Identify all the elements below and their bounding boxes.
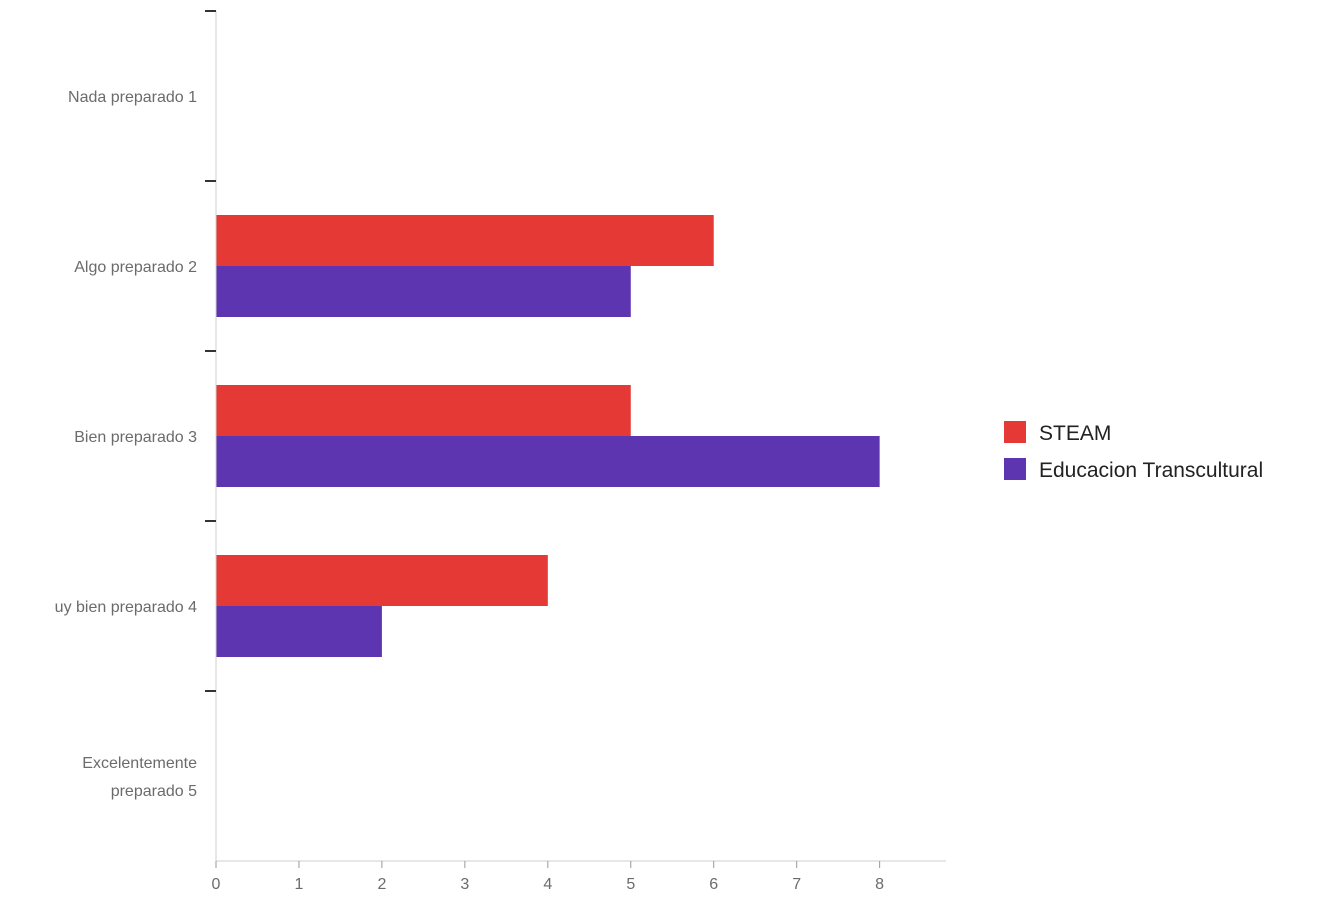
x-tick-label: 5 [626, 876, 635, 893]
x-tick-label: 6 [709, 876, 718, 893]
bars-layer [216, 215, 880, 657]
x-tick-label: 8 [875, 876, 884, 893]
legend-label-educacion-transcultural: Educacion Transcultural [1039, 459, 1263, 482]
x-tick-label: 7 [792, 876, 801, 893]
x-tick-label: 4 [543, 876, 552, 893]
legend-label-steam: STEAM [1039, 422, 1111, 445]
y-tick-label-line: preparado 5 [111, 783, 197, 800]
bar-educacion-transcultural-4 [216, 606, 382, 657]
legend: STEAM Educacion Transcultural [1004, 421, 1263, 482]
y-tick-label-line: Nada preparado 1 [68, 89, 197, 106]
y-tick-label: Excelentemente preparado 5 [82, 755, 197, 800]
axes-layer [205, 10, 946, 868]
x-tick-label: 2 [377, 876, 386, 893]
bar-educacion-transcultural-3 [216, 436, 880, 487]
y-tick-label: uy bien preparado 4 [55, 599, 197, 616]
x-tick-label: 1 [295, 876, 304, 893]
bar-steam-4 [216, 555, 548, 606]
bar-steam-3 [216, 385, 631, 436]
y-tick-label: Bien preparado 3 [74, 429, 197, 446]
y-tick-label: Algo preparado 2 [74, 259, 197, 276]
labels-layer: 0 1 2 3 4 5 6 7 8 Nada preparado 1 Algo preparado … [55, 89, 885, 893]
x-tick-label: 0 [212, 876, 221, 893]
legend-swatch-educacion-transcultural [1004, 458, 1026, 480]
y-tick-label: Nada preparado 1 [68, 89, 197, 106]
y-tick-label-line: Bien preparado 3 [74, 429, 197, 446]
y-tick-label-line: Excelentemente [82, 755, 197, 772]
x-tick-label: 3 [460, 876, 469, 893]
bar-steam-2 [216, 215, 714, 266]
legend-swatch-steam [1004, 421, 1026, 443]
bar-educacion-transcultural-2 [216, 266, 631, 317]
y-tick-label-line: Algo preparado 2 [74, 259, 197, 276]
y-tick-label-line: uy bien preparado 4 [55, 599, 197, 616]
